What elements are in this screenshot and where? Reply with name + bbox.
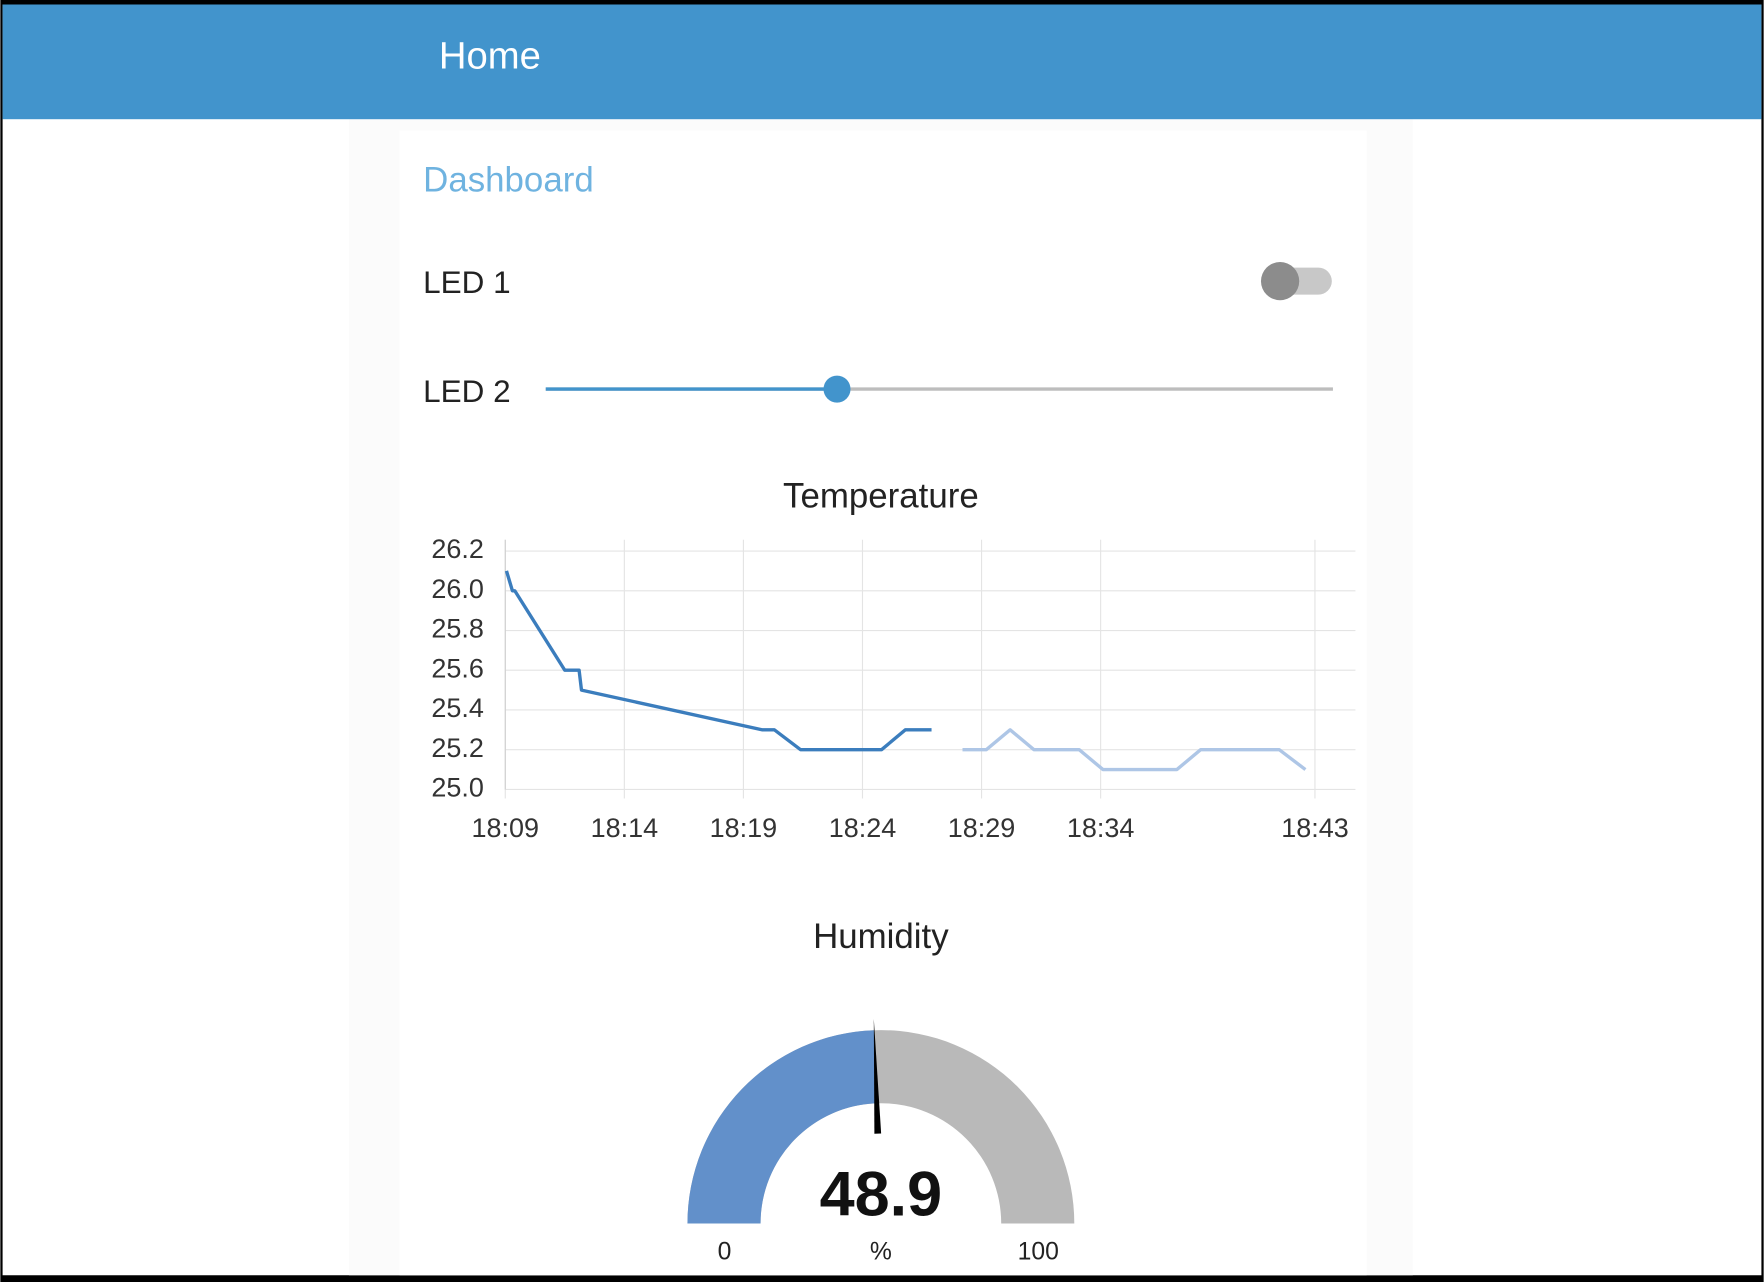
line-chart: Temperature 25.0 25.2 25.4 25.6 25.8 26.0 26.2 1… (431, 476, 1356, 843)
gauge-max-label: 100 (1018, 1238, 1059, 1265)
series-line (504, 570, 932, 752)
x-tick-label: 18:09 (472, 813, 540, 843)
gauge-needle (873, 1018, 882, 1134)
gauge-unit-label: % (870, 1238, 892, 1265)
chart-title: Humidity (813, 917, 949, 956)
toolbar-title: Home (439, 35, 541, 78)
x-tick-label: 18:19 (710, 813, 778, 843)
chart-title: Temperature (783, 476, 979, 515)
slider[interactable] (545, 375, 1333, 403)
y-tick-label: 25.8 (431, 614, 484, 644)
y-tick-label: 25.6 (431, 653, 484, 683)
group-title: Dashboard (423, 160, 594, 199)
x-tick-label: 18:34 (1067, 813, 1135, 843)
gauge-min-label: 0 (718, 1238, 732, 1265)
gauge-value (687, 1030, 877, 1224)
x-tick-label: 18:29 (948, 813, 1016, 843)
y-tick-label: 25.4 (431, 693, 484, 723)
x-tick-label: 18:43 (1281, 813, 1349, 843)
y-tick-label: 25.2 (431, 733, 484, 763)
x-tick-label: 18:14 (591, 813, 659, 843)
x-tick-label: 18:24 (829, 813, 897, 843)
gauge: Humidity 48.9 0% 100 (687, 917, 1075, 1265)
y-tick-label: 25.0 (431, 773, 484, 803)
series-line (962, 728, 1307, 772)
slider-label: LED 2 (423, 374, 510, 409)
group-card (399, 130, 1367, 1276)
switch-label: LED 1 (423, 265, 510, 300)
slider-thumb (823, 375, 851, 403)
y-tick-label: 26.2 (431, 534, 484, 564)
gauge-value-label: 48.9 (820, 1159, 943, 1229)
y-tick-label: 26.0 (431, 574, 484, 604)
switch[interactable] (1260, 262, 1332, 301)
toolbar (2, 4, 1762, 120)
switch-thumb (1260, 262, 1300, 301)
